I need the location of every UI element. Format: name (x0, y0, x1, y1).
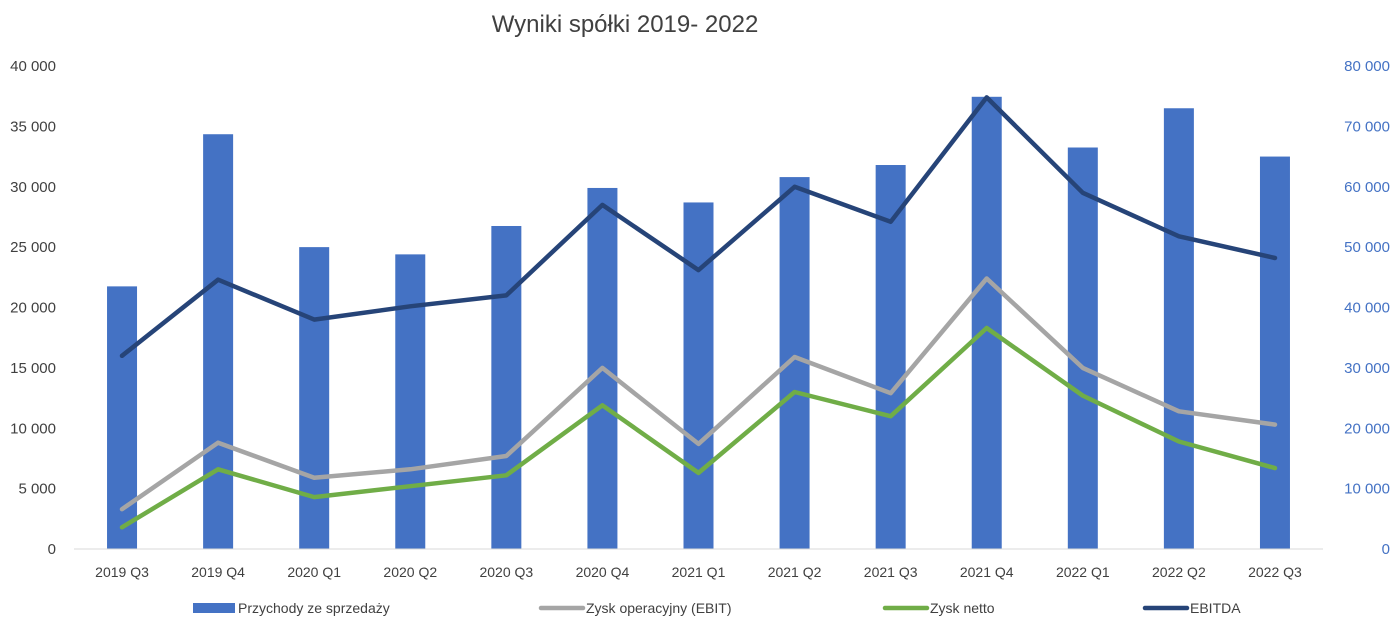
y-left-tick-label: 35 000 (10, 118, 56, 135)
y-left-tick-label: 15 000 (10, 360, 56, 377)
legend: Przychody ze sprzedaży Zysk operacyjny (E… (193, 600, 1241, 616)
bar (683, 202, 714, 549)
y-right-ticks: 0 10 000 20 000 30 000 40 000 50 000 60 000 70 … (1344, 58, 1390, 558)
bar (1259, 156, 1290, 549)
bar-series (107, 96, 1290, 549)
y-right-tick-label: 10 000 (1344, 481, 1390, 498)
y-left-ticks: 0 5 000 10 000 15 000 20 000 25 000 30 000 35 0… (10, 58, 56, 558)
y-right-tick-label: 50 000 (1344, 239, 1390, 256)
y-left-tick-label: 40 000 (10, 58, 56, 75)
bar (971, 96, 1002, 549)
bar (875, 165, 906, 549)
y-left-tick-label: 5 000 (18, 481, 56, 498)
y-right-tick-label: 30 000 (1344, 360, 1390, 377)
bar (1067, 147, 1098, 549)
x-tick-label: 2019 Q4 (191, 564, 245, 580)
x-tick-label: 2021 Q3 (864, 564, 918, 580)
y-left-tick-label: 10 000 (10, 420, 56, 437)
x-tick-label: 2020 Q3 (479, 564, 533, 580)
x-tick-label: 2020 Q4 (576, 564, 630, 580)
bar (203, 134, 234, 549)
legend-swatch (193, 603, 235, 613)
legend-label: EBITDA (1190, 600, 1241, 616)
y-left-tick-label: 25 000 (10, 239, 56, 256)
x-tick-label: 2022 Q3 (1248, 564, 1302, 580)
x-tick-label: 2019 Q3 (95, 564, 149, 580)
bar (1163, 108, 1194, 549)
y-right-tick-label: 80 000 (1344, 58, 1390, 75)
x-tick-label: 2021 Q4 (960, 564, 1014, 580)
y-left-tick-label: 0 (48, 541, 56, 558)
y-right-tick-label: 60 000 (1344, 179, 1390, 196)
chart-title: Wyniki spółki 2019- 2022 (492, 11, 759, 38)
y-left-tick-label: 20 000 (10, 300, 56, 317)
y-right-tick-label: 70 000 (1344, 118, 1390, 135)
y-left-tick-label: 30 000 (10, 179, 56, 196)
legend-label: Zysk netto (930, 600, 995, 616)
bar (107, 286, 138, 549)
y-right-tick-label: 0 (1382, 541, 1390, 558)
x-tick-label: 2021 Q2 (768, 564, 822, 580)
x-tick-label: 2022 Q2 (1152, 564, 1206, 580)
line-series (119, 95, 1278, 530)
bar (491, 225, 522, 549)
y-right-tick-label: 40 000 (1344, 300, 1390, 317)
y-right-tick-label: 20 000 (1344, 420, 1390, 437)
bar (299, 247, 330, 549)
x-tick-label: 2022 Q1 (1056, 564, 1110, 580)
x-tick-label: 2021 Q1 (672, 564, 726, 580)
legend-label: Przychody ze sprzedaży (238, 600, 390, 616)
bar (395, 254, 426, 549)
x-ticks: 2019 Q3 2019 Q4 2020 Q1 2020 Q2 2020 Q3 2020 … (95, 564, 1302, 580)
legend-label: Zysk operacyjny (EBIT) (586, 600, 731, 616)
x-tick-label: 2020 Q2 (383, 564, 437, 580)
x-tick-label: 2020 Q1 (287, 564, 341, 580)
